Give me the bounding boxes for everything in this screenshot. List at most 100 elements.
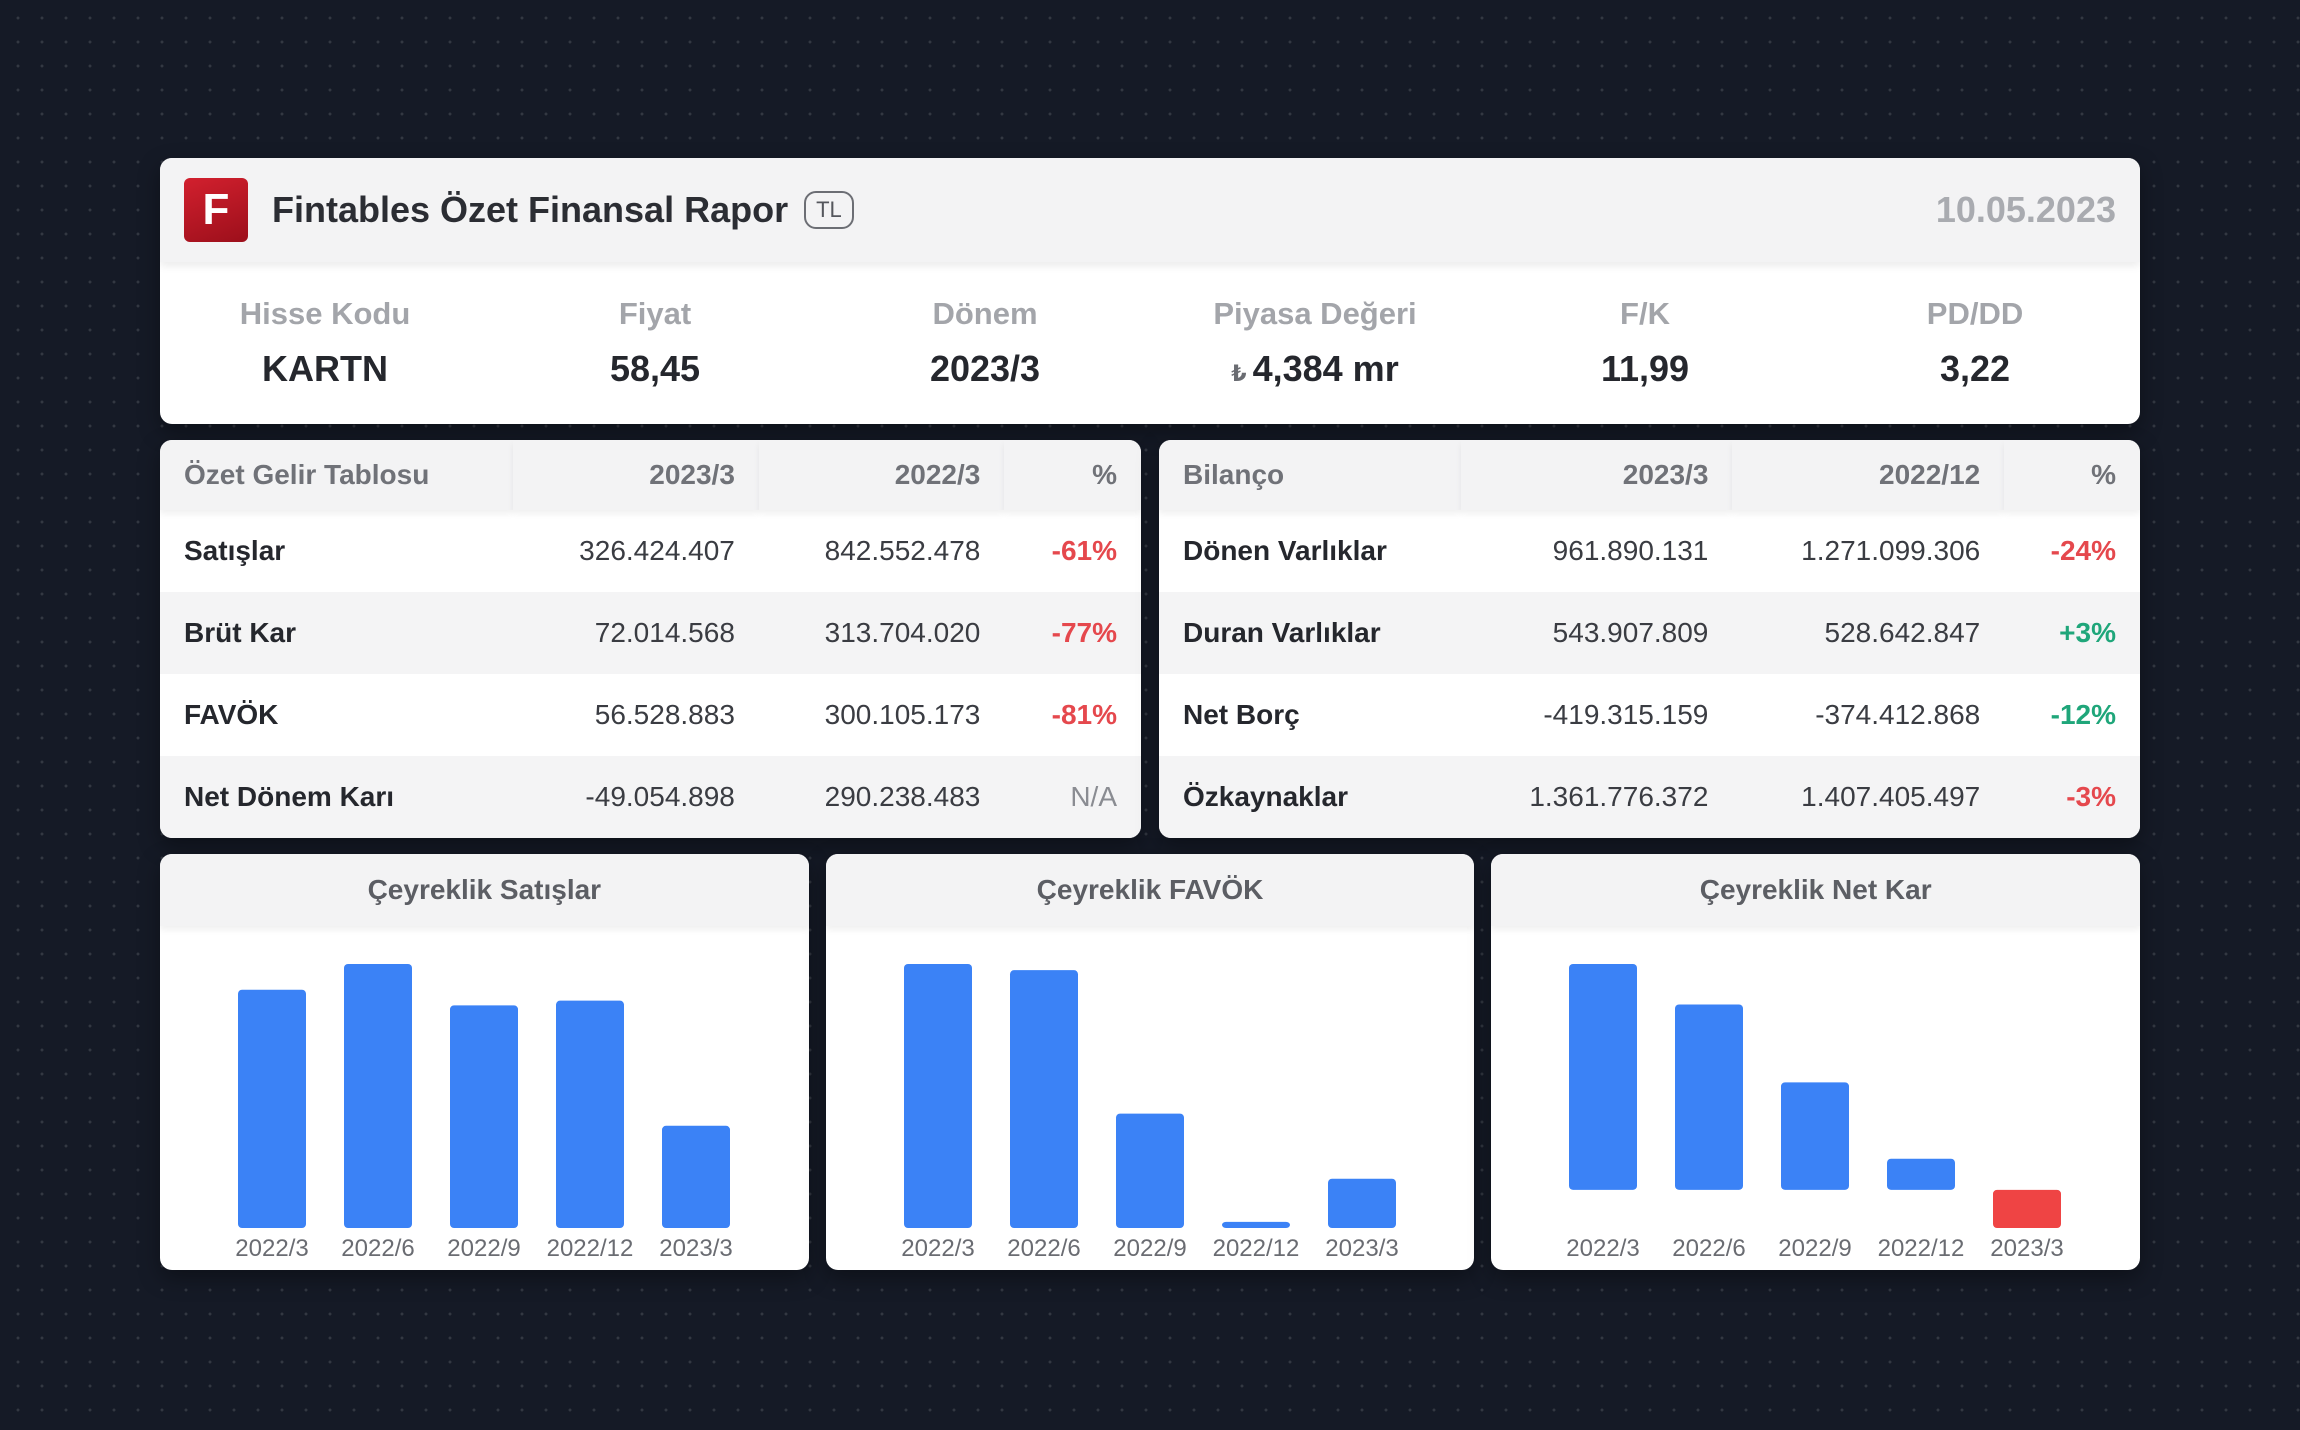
x-tick-label: 2022/12 (1878, 1235, 1965, 1262)
chart-title: Çeyreklik Satışlar (160, 854, 809, 926)
chart-title: Çeyreklik FAVÖK (825, 854, 1475, 926)
table-row: FAVÖK 56.528.883 300.105.173 -81% (160, 674, 1141, 756)
x-tick-label: 2022/9 (447, 1235, 520, 1262)
current-value: 56.528.883 (594, 699, 735, 730)
bar-2023-3 (662, 1125, 730, 1228)
column-header: 2022/12 (1732, 440, 2005, 510)
x-tick-label: 2022/12 (547, 1235, 634, 1262)
table-row: Brüt Kar 72.014.568 313.704.020 -77% (160, 592, 1141, 674)
x-tick-label: 2023/3 (1325, 1235, 1398, 1262)
previous-value: 1.407.405.497 (1732, 756, 2005, 838)
metric-price: Fiyat 58,45 (490, 296, 820, 390)
bar-2022-3 (238, 989, 306, 1228)
chart-title: Çeyreklik Net Kar (1491, 854, 2141, 926)
current-value: -49.054.898 (513, 756, 759, 838)
balance-table-card: Bilanço 2023/3 2022/12% Dönen Varlıklar 96… (1159, 440, 2140, 838)
bar-2022-6 (344, 964, 412, 1228)
current-value: 961.890.131 (1552, 535, 1709, 566)
previous-value: 528.642.847 (1732, 592, 2005, 674)
x-tick-label: 2022/9 (1113, 1235, 1186, 1262)
bar-2022-9 (1781, 1082, 1850, 1190)
bar-2022-9 (1115, 1113, 1184, 1228)
bar-2022-12 (1887, 1158, 1956, 1190)
metric-label: F/K (1620, 296, 1670, 331)
metric-value: 3,22 (1939, 348, 2011, 389)
metric-value: 4,384 mr (1252, 348, 1399, 389)
metric-pb: PD/DD 3,22 (1810, 296, 2140, 390)
chart-net-profit: 2022/3 2022/6 2022/9 2022/12 2023/3 (1567, 964, 2064, 1262)
bar-2022-6 (1675, 1004, 1744, 1190)
change-percent: -24% (2050, 535, 2116, 566)
bar-2022-12 (556, 1000, 624, 1228)
row-label: Duran Varlıklar (1159, 592, 1461, 674)
change-percent: -61% (1051, 535, 1117, 566)
x-tick-label: 2022/6 (341, 1235, 414, 1262)
chart-ebitda: 2022/3 2022/6 2022/9 2022/12 2023/3 (901, 964, 1398, 1262)
x-tick-label: 2022/9 (1779, 1235, 1852, 1262)
metric-label: Hisse Kodu (239, 296, 411, 331)
metric-label: Dönem (932, 296, 1038, 331)
change-percent: -3% (2004, 756, 2140, 838)
chart-card-sales: Çeyreklik Satışlar 2022/3 2022/6 2022/9 202… (160, 854, 809, 1270)
metric-label: Fiyat (618, 296, 692, 331)
row-label: Net Borç (1183, 699, 1300, 730)
previous-value: 300.105.173 (824, 699, 981, 730)
metric-pe: F/K 11,99 (1480, 296, 1810, 390)
row-label: Özkaynaklar (1159, 756, 1461, 838)
currency-badge: TL (804, 191, 854, 229)
current-value: 72.014.568 (513, 592, 759, 674)
current-value: 326.424.407 (579, 535, 735, 566)
x-tick-label: 2023/3 (659, 1235, 732, 1262)
metric-value: 58,45 (609, 348, 701, 389)
change-percent: -12% (2050, 699, 2116, 730)
previous-value: 1.271.099.306 (1801, 535, 1981, 566)
chart-card-ebitda: Çeyreklik FAVÖK 2022/3 2022/6 2022/9 2022/1… (825, 854, 1475, 1270)
column-header: Bilanço (1159, 440, 1461, 510)
income-table-card: Özet Gelir Tablosu 2023/3 2022/3% Satışlar… (160, 440, 1141, 838)
x-tick-label: 2022/6 (1673, 1235, 1746, 1262)
table-row: Duran Varlıklar 543.907.809 528.642.847 … (1159, 592, 2140, 674)
change-percent: -81% (1051, 699, 1117, 730)
bar-2022-9 (450, 1005, 518, 1228)
bar-2023-3 (1993, 1189, 2062, 1228)
summary-card: F Fintables Özet Finansal Rapor TL 10.05… (160, 158, 2140, 424)
table-row: Satışlar 326.424.407 842.552.478 -61% (160, 510, 1141, 592)
metric-market-cap: Piyasa Değeri ₺ 4,384 mr (1150, 296, 1480, 390)
column-header: % (1004, 440, 1141, 510)
x-tick-label: 2022/6 (1007, 1235, 1080, 1262)
report-date: 10.05.2023 (1935, 189, 2116, 230)
report: F Fintables Özet Finansal Rapor TL 10.05… (160, 158, 2141, 1270)
bar-2022-3 (1569, 964, 1638, 1190)
previous-value: 842.552.478 (824, 535, 981, 566)
table-header-row: Bilanço 2023/3 2022/12% (1159, 440, 2140, 510)
report-title: Fintables Özet Finansal Rapor (272, 189, 789, 230)
change-percent: -77% (1004, 592, 1141, 674)
table-header-row: Özet Gelir Tablosu 2023/3 2022/3% (160, 440, 1141, 510)
x-tick-label: 2022/3 (901, 1235, 974, 1262)
income-table: Özet Gelir Tablosu 2023/3 2022/3% Satışlar… (160, 440, 1141, 838)
current-value: 543.907.809 (1460, 592, 1733, 674)
change-percent: N/A (1004, 756, 1141, 838)
bar-2023-3 (1327, 1178, 1396, 1228)
column-header: 2023/3 (513, 440, 759, 510)
metric-value: 11,99 (1600, 348, 1690, 389)
report-header: F Fintables Özet Finansal Rapor TL 10.05… (160, 158, 2140, 262)
fintables-logo-icon: F (184, 178, 248, 242)
row-label: Dönen Varlıklar (1183, 535, 1387, 566)
metric-value: 2023/3 (929, 348, 1041, 389)
column-header: 2022/3 (758, 440, 1005, 510)
metric-ticker: Hisse Kodu KARTN (160, 296, 490, 390)
x-tick-label: 2022/3 (1567, 1235, 1640, 1262)
bar-2022-12 (1221, 1221, 1290, 1228)
current-value: -419.315.159 (1543, 699, 1709, 730)
previous-value: 290.238.483 (758, 756, 1005, 838)
x-tick-label: 2022/12 (1212, 1235, 1299, 1262)
x-tick-label: 2023/3 (1991, 1235, 2064, 1262)
table-row: Özkaynaklar 1.361.776.372 1.407.405.497 … (1159, 756, 2140, 838)
table-row: Dönen Varlıklar 961.890.131 1.271.099.30… (1159, 510, 2140, 592)
charts-row: Çeyreklik Satışlar 2022/3 2022/6 2022/9 202… (160, 854, 2141, 1270)
current-value: 1.361.776.372 (1460, 756, 1733, 838)
metrics-row: Hisse Kodu KARTN Fiyat 58,45 Dönem 2023/… (160, 262, 2140, 424)
bar-2022-3 (903, 964, 972, 1228)
row-label: Brüt Kar (160, 592, 514, 674)
